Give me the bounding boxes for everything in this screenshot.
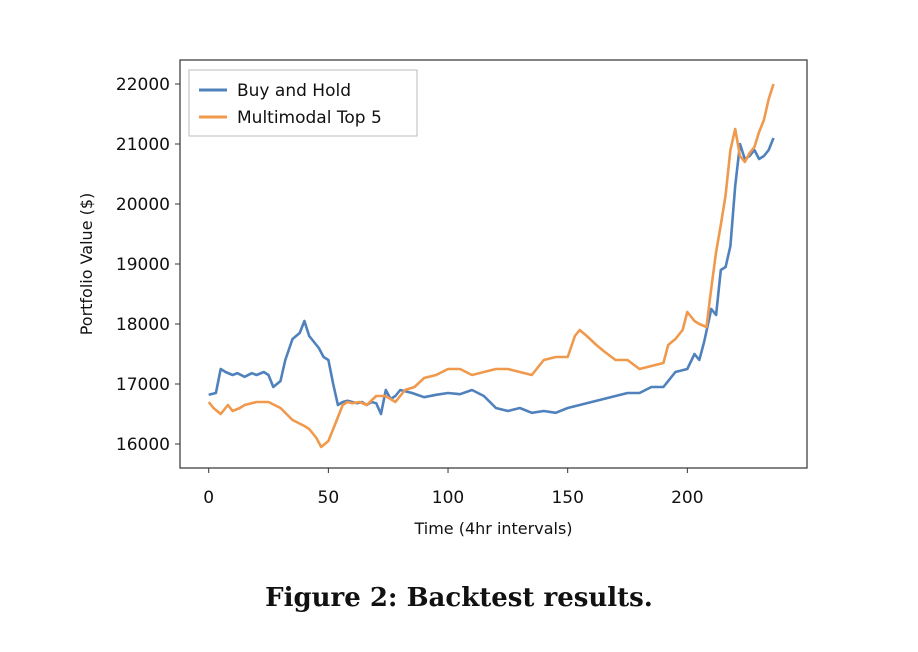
y-tick-label: 22000 xyxy=(116,75,170,95)
y-tick-label: 19000 xyxy=(116,255,170,275)
x-axis: 0 50 100 150 200 xyxy=(203,468,704,508)
y-tick-label: 17000 xyxy=(116,375,170,395)
x-tick-label: 200 xyxy=(671,488,703,508)
legend-label: Multimodal Top 5 xyxy=(237,108,382,128)
series-line-2 xyxy=(207,83,775,449)
series-layer xyxy=(207,83,775,449)
series-line-1 xyxy=(208,137,775,416)
legend: Buy and Hold Multimodal Top 5 xyxy=(188,69,418,137)
x-tick-label: 0 xyxy=(203,488,214,508)
x-tick-label: 50 xyxy=(318,488,340,508)
x-axis-title: Time (4hr intervals) xyxy=(413,519,572,538)
y-tick-label: 16000 xyxy=(116,435,170,455)
y-tick-label: 18000 xyxy=(116,315,170,335)
x-tick-label: 150 xyxy=(551,488,583,508)
legend-box xyxy=(188,69,418,137)
legend-label: Buy and Hold xyxy=(237,81,351,101)
y-axis: 16000 17000 18000 19000 20000 21000 22000 xyxy=(116,75,180,455)
y-axis-title: Portfolio Value ($) xyxy=(77,193,96,336)
chart: 0 50 100 150 200 16000 17000 18000 19000 20000 21… xyxy=(77,59,808,538)
y-tick-label: 20000 xyxy=(116,195,170,215)
x-tick-label: 100 xyxy=(432,488,464,508)
y-tick-label: 21000 xyxy=(116,135,170,155)
figure-caption: Figure 2: Backtest results. xyxy=(265,583,653,613)
